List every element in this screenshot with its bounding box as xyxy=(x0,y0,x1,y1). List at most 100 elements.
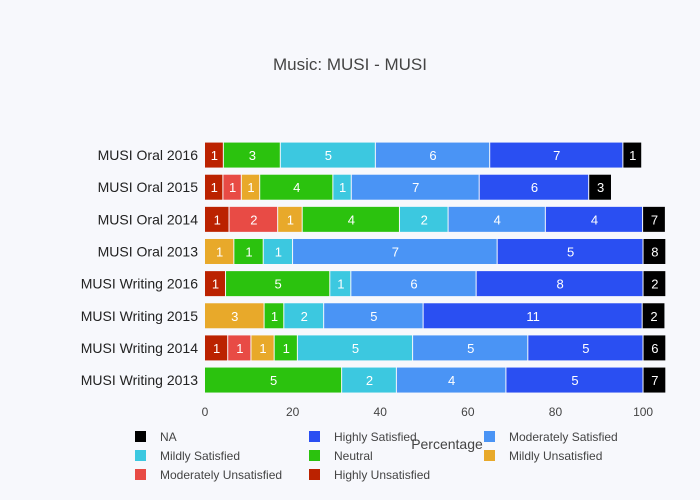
bar-value-label: 2 xyxy=(651,277,658,292)
x-tick-label: 100 xyxy=(633,405,653,419)
bar-segment xyxy=(278,206,302,232)
x-axis-title: Percentage xyxy=(411,436,483,452)
bar-value-label: 6 xyxy=(429,148,436,163)
bar-segment xyxy=(302,206,399,232)
bar-value-label: 1 xyxy=(259,341,266,356)
bar-value-label: 11 xyxy=(526,309,540,324)
x-tick-label: 80 xyxy=(549,405,563,419)
bar-segment xyxy=(342,367,396,393)
bar-value-label: 6 xyxy=(410,277,417,292)
bar-value-label: 2 xyxy=(250,212,257,227)
bar-value-label: 5 xyxy=(370,309,377,324)
bar-value-label: 1 xyxy=(229,180,236,195)
bar-segment xyxy=(205,174,223,200)
bar-segment xyxy=(297,335,413,361)
category-labels: MUSI Oral 2016 MUSI Oral 2015 MUSI Oral 20… xyxy=(81,147,198,388)
bar-value-label: 3 xyxy=(249,148,256,163)
category-label: MUSI Writing 2015 xyxy=(81,308,198,324)
bar-value-label: 5 xyxy=(275,277,282,292)
bar-segment xyxy=(479,174,589,200)
bar-segment xyxy=(476,271,643,297)
legend-label: NA xyxy=(160,430,177,444)
category-label: MUSI Oral 2013 xyxy=(98,243,199,259)
bar-value-label: 1 xyxy=(216,244,223,259)
category-label: MUSI Oral 2014 xyxy=(98,211,199,227)
bar-value-label: 1 xyxy=(214,212,221,227)
x-axis: 0 20 40 60 80 100 xyxy=(202,405,654,419)
bar-value-label: 5 xyxy=(582,341,589,356)
bar-segment xyxy=(506,367,643,393)
legend-swatch xyxy=(309,450,320,461)
bar-segment xyxy=(351,271,476,297)
bar-value-label: 3 xyxy=(231,309,238,324)
legend-label: Mildly Unsatisfied xyxy=(509,449,602,463)
bar-value-label: 5 xyxy=(467,341,474,356)
bar-value-label: 4 xyxy=(348,212,355,227)
category-label: MUSI Writing 2014 xyxy=(81,340,198,356)
bar-segment xyxy=(497,238,643,264)
bar-value-label: 3 xyxy=(597,180,604,195)
bar-segment xyxy=(264,303,284,329)
bar-value-label: 2 xyxy=(301,309,308,324)
bar-value-label: 1 xyxy=(629,148,636,163)
bar-segment xyxy=(396,367,506,393)
legend-label: Neutral xyxy=(334,449,373,463)
bar-segment xyxy=(234,238,263,264)
category-label: MUSI Writing 2016 xyxy=(81,276,198,292)
bar-segment xyxy=(223,174,241,200)
legend-label: Moderately Unsatisfied xyxy=(160,468,282,482)
bar-segment xyxy=(423,303,642,329)
bar-segment xyxy=(642,303,665,329)
bar-segment xyxy=(223,142,280,168)
bar-value-label: 7 xyxy=(412,180,419,195)
bar-value-label: 6 xyxy=(531,180,538,195)
bar-segment xyxy=(399,206,448,232)
bar-segment xyxy=(413,335,528,361)
bar-value-label: 4 xyxy=(494,212,501,227)
bar-segment xyxy=(490,142,623,168)
bar-segment xyxy=(545,206,643,232)
bar-value-label: 4 xyxy=(448,373,455,388)
bar-value-label: 1 xyxy=(287,212,294,227)
bar-segment xyxy=(284,303,324,329)
bar-segment xyxy=(205,367,342,393)
legend-swatch xyxy=(309,431,320,442)
x-tick-label: 40 xyxy=(374,405,388,419)
x-tick-label: 20 xyxy=(286,405,300,419)
bar-value-label: 4 xyxy=(591,212,598,227)
legend-swatch xyxy=(135,431,146,442)
bar-value-label: 1 xyxy=(247,180,254,195)
bar-segment xyxy=(228,335,251,361)
bar-segment xyxy=(205,238,234,264)
bar-segment xyxy=(274,335,297,361)
legend-swatch xyxy=(484,450,495,461)
bar-value-label: 1 xyxy=(275,244,282,259)
bar-segment xyxy=(643,271,666,297)
legend-label: Moderately Satisfied xyxy=(509,430,618,444)
bar-segment xyxy=(643,206,665,232)
category-label: MUSI Oral 2016 xyxy=(98,147,199,163)
bar-value-label: 1 xyxy=(236,341,243,356)
bar-value-label: 8 xyxy=(556,277,563,292)
bar-value-label: 7 xyxy=(651,212,658,227)
bar-segment xyxy=(205,142,223,168)
bar-value-label: 2 xyxy=(421,212,428,227)
bar-value-label: 1 xyxy=(212,277,219,292)
bar-segment xyxy=(251,335,274,361)
bar-segment xyxy=(205,303,264,329)
legend-swatch xyxy=(309,469,320,480)
bars-group: 1 3 5 6 7 11 1 1 4 1 7 6 31 2 1 4 2 4 4 71 1 1 7 5 81 5 1 6 8 23 1 2 5 11… xyxy=(205,142,666,393)
bar-value-label: 1 xyxy=(213,341,220,356)
legend-swatch xyxy=(484,431,495,442)
bar-value-label: 5 xyxy=(325,148,332,163)
x-tick-label: 60 xyxy=(461,405,475,419)
bar-segment xyxy=(589,174,611,200)
bar-segment xyxy=(351,174,479,200)
bar-value-label: 5 xyxy=(571,373,578,388)
bar-segment xyxy=(226,271,330,297)
bar-segment xyxy=(330,271,351,297)
bar-segment xyxy=(205,335,228,361)
category-label: MUSI Writing 2013 xyxy=(81,372,198,388)
legend-label: Highly Satisfied xyxy=(334,430,417,444)
